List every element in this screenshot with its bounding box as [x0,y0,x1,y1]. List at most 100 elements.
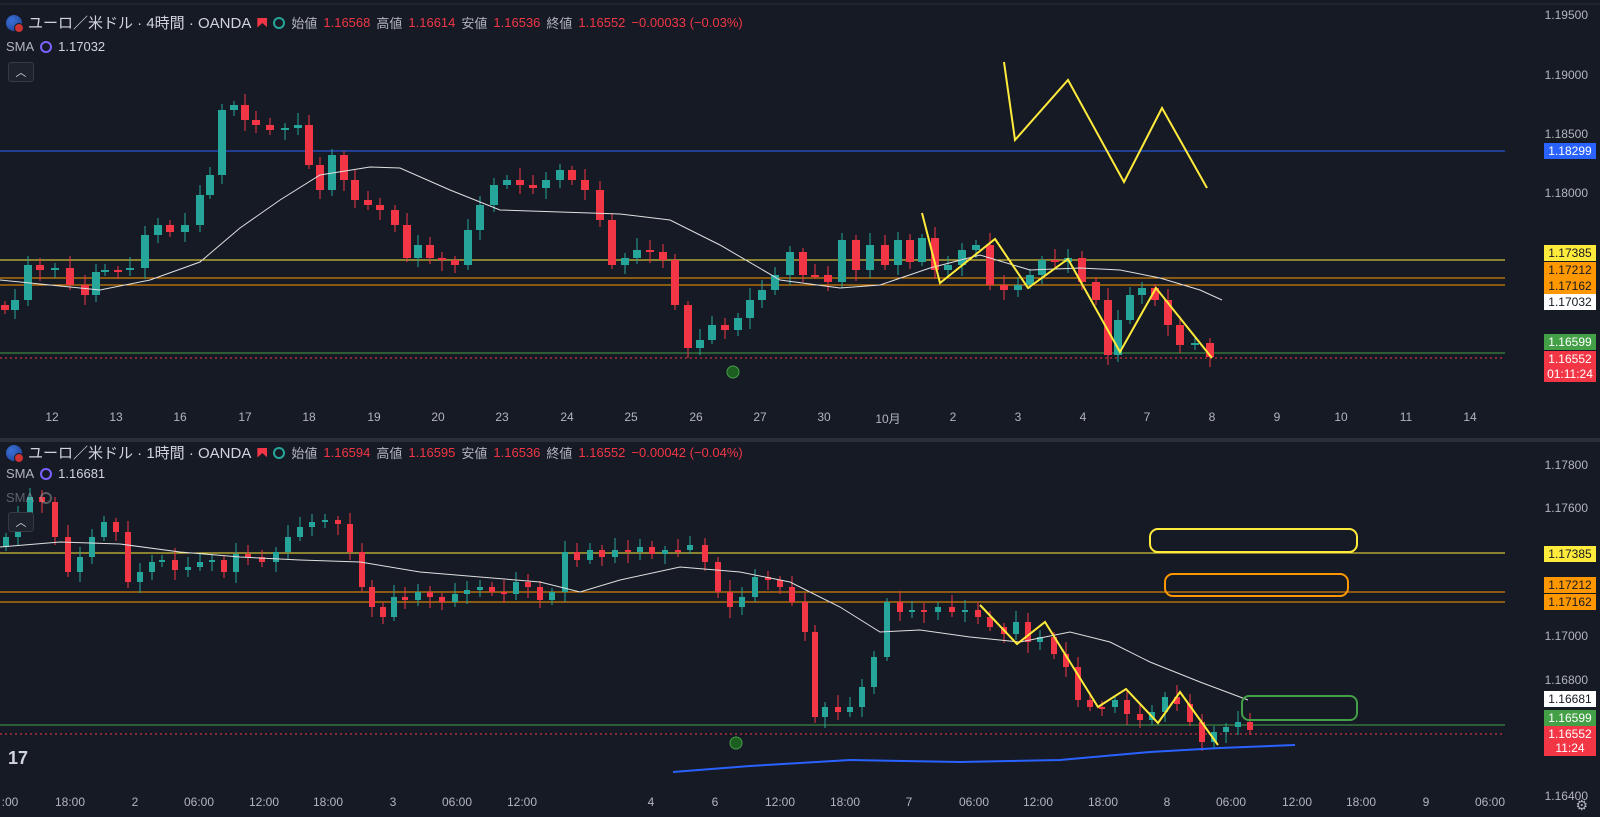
candle-body [812,632,818,717]
candle-body [426,245,434,258]
candle-body [316,165,324,190]
rectangle-drawing [1164,573,1349,597]
candle-body [986,245,994,285]
candle-body [266,125,274,130]
time-axis-1h[interactable]: :00 18:00 2 06:00 12:00 18:00 3 06:00 12:00 4 6 12:… [0,795,1505,815]
change-value: −0.00042 (−0.04%) [631,445,743,460]
candle-body [568,170,576,180]
candle-body [340,155,348,180]
candle-body [206,175,214,195]
chart-pane-1h[interactable]: ユーロ／米ドル · 1時間 · OANDA 始値 1.16594 高値 1.1659… [0,442,1600,817]
tradingview-logo[interactable]: 17 [8,748,29,768]
hidden-eye-icon[interactable] [40,491,53,504]
candle-body [218,110,226,175]
candle-body [297,527,303,537]
candle-body [935,607,941,612]
candle-body [380,607,386,617]
price-axis-4h[interactable]: 1.195001.190001.185001.180001.175001.182… [1502,0,1600,400]
candle-body [881,245,889,265]
sma-label: SMA [6,466,35,481]
symbol-title[interactable]: ユーロ／米ドル · 4時間 · OANDA [28,15,252,32]
price-tick: 1.18000 [1544,186,1588,200]
candle-body [824,275,832,282]
time-tick: 18:00 [829,795,861,809]
open-label: 始値 [291,16,318,31]
sma-legend-4h[interactable]: SMA 1.17032 [6,39,105,54]
candle-body [1026,275,1034,285]
candle-body [36,265,44,270]
candle-body [1206,343,1214,357]
visibility-icon[interactable] [273,446,286,459]
candle-body [126,268,134,270]
candle-body [758,290,766,300]
candle-body [859,687,865,707]
sma-settings-icon[interactable] [40,467,53,480]
candle-body [542,180,550,188]
candle-body [1078,258,1086,282]
candle-body [637,547,643,552]
candle-body [1092,282,1100,300]
candle-body [734,318,742,330]
legend-1h: ユーロ／米ドル · 1時間 · OANDA 始値 1.16594 高値 1.1659… [6,442,743,463]
collapse-legend-button[interactable]: ︿ [8,62,34,82]
time-tick: 6 [711,795,719,809]
candle-body [27,497,33,517]
candle-body [322,520,328,522]
price-tick: 1.17600 [1544,501,1588,515]
candle-body [221,560,227,572]
time-tick: 06:00 [441,795,473,809]
candle-body [414,245,422,258]
candle-body [906,240,914,262]
candle-body [294,125,302,128]
visibility-icon[interactable] [273,16,286,29]
candle-body [281,128,289,130]
price-label-tag: 1.16552 [1544,726,1596,742]
candle-body [687,545,693,550]
candle-body [501,592,507,594]
time-tick: 8 [1163,795,1171,809]
time-tick: 18:00 [1345,795,1377,809]
collapse-legend-button[interactable]: ︿ [8,512,34,532]
chart-pane-4h[interactable]: ユーロ／米ドル · 4時間 · OANDA 始値 1.16568 高値 1.1661… [0,0,1600,438]
candle-body [77,557,83,572]
time-tick: 23 [495,410,509,424]
time-tick: 18:00 [1087,795,1119,809]
candle-body [897,602,903,612]
time-tick: 30 [817,410,831,424]
sma-settings-icon[interactable] [40,40,53,53]
price-tick: 1.16400 [1544,789,1588,803]
time-tick: 06:00 [1474,795,1506,809]
event-marker-icon [729,736,743,750]
candle-body [1075,667,1081,700]
time-axis-4h[interactable]: 12 13 16 17 18 19 20 23 24 25 26 27 30 10月 2 3 4 7 8 9 10 11 1… [0,410,1500,430]
sma2-legend-1h[interactable]: SMA [6,490,53,505]
candle-body [1247,722,1253,730]
close-value: 1.16552 [578,15,626,30]
time-tick: 7 [905,795,913,809]
bookmark-icon[interactable] [257,17,268,28]
time-tick: 14 [1463,410,1477,424]
candle-body [1124,700,1130,714]
sma-label: SMA [6,39,35,54]
candle-body [51,268,59,270]
candle-body [1087,700,1093,707]
candle-body [245,554,251,557]
chart-canvas-1h[interactable] [0,442,1600,817]
candle-body [765,577,771,580]
candle-body [675,550,681,552]
bookmark-icon[interactable] [257,447,268,458]
candle-body [771,275,779,290]
candle-body [962,610,968,612]
candle-body [909,610,915,612]
time-tick: 4 [1079,410,1087,424]
price-label-tag: 1.17162 [1544,278,1596,294]
price-axis-1h[interactable]: 1.17800 1.17600 1.17000 1.16800 1.16400 1.173… [1502,442,1600,803]
gear-icon[interactable]: ⚙ [1575,797,1588,813]
symbol-title[interactable]: ユーロ／米ドル · 1時間 · OANDA [28,445,252,462]
candle-body [376,205,384,210]
chart-canvas-4h[interactable] [0,0,1600,438]
sma-legend-1h[interactable]: SMA 1.16681 [6,466,105,481]
pane-divider[interactable] [0,438,1600,442]
candle-body [364,200,372,205]
time-tick: 19 [367,410,381,424]
